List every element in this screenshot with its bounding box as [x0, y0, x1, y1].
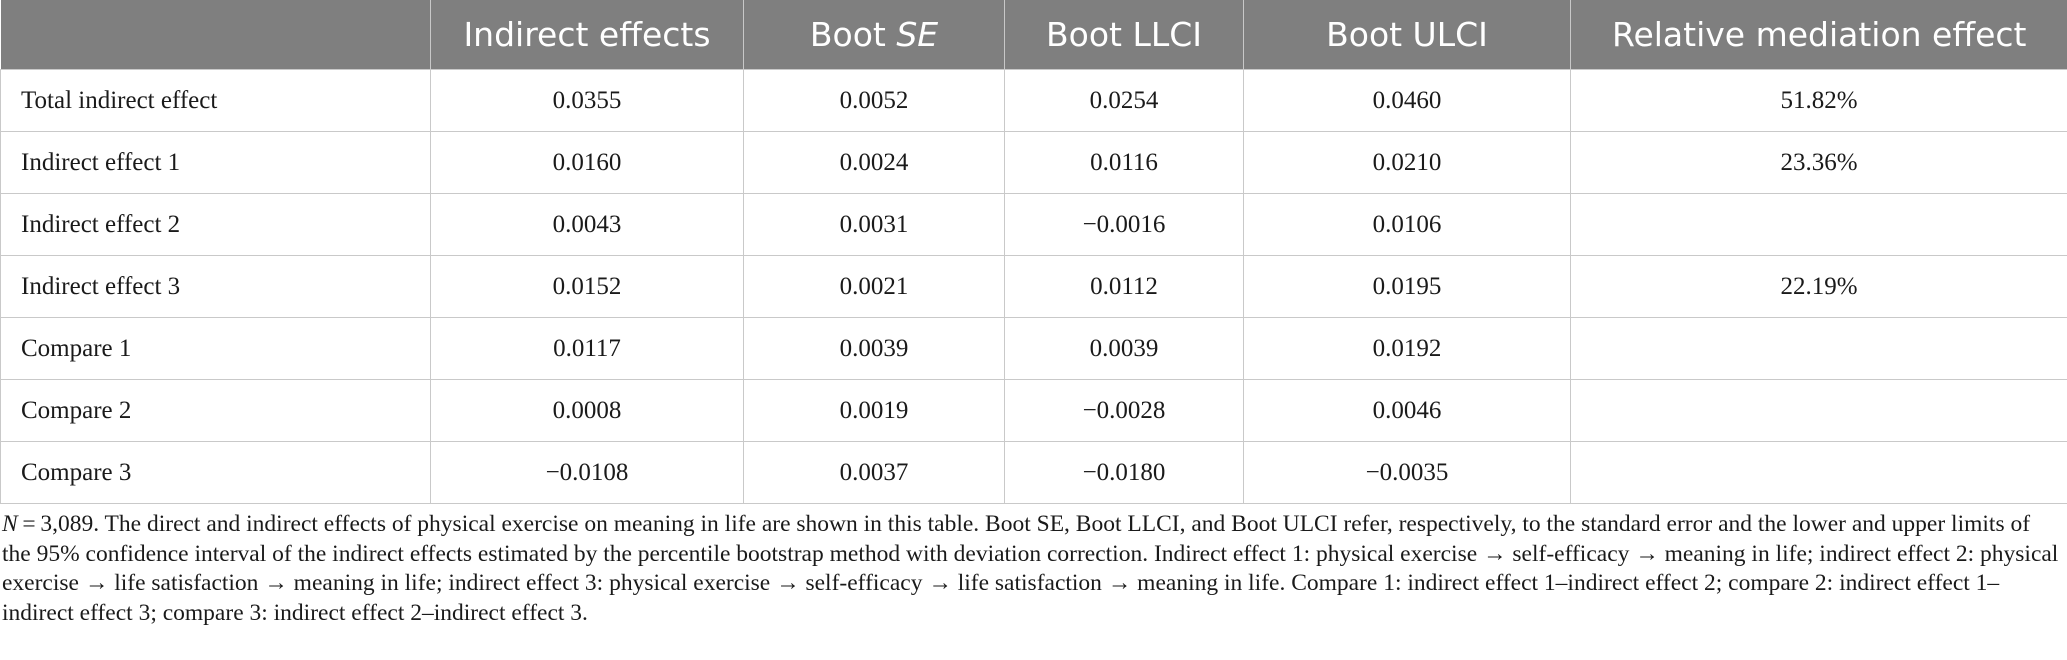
header-boot-llci: Boot LLCI	[1004, 0, 1244, 70]
row-label: Compare 3	[0, 441, 431, 504]
header-boot-ulci: Boot ULCI	[1243, 0, 1571, 70]
table-row: Indirect effect 2 0.0043 0.0031 −0.0016 …	[0, 193, 2067, 256]
cell-boot-se: 0.0052	[743, 69, 1005, 132]
cell-indirect-effect: 0.0043	[430, 193, 744, 256]
row-label: Compare 2	[0, 379, 431, 442]
cell-boot-se: 0.0039	[743, 317, 1005, 380]
cell-relative-mediation: 51.82%	[1570, 69, 2067, 132]
row-label: Indirect effect 1	[0, 131, 431, 194]
table-row: Compare 2 0.0008 0.0019 −0.0028 0.0046	[0, 379, 2067, 442]
cell-indirect-effect: 0.0117	[430, 317, 744, 380]
cell-boot-se: 0.0024	[743, 131, 1005, 194]
table-row: Indirect effect 3 0.0152 0.0021 0.0112 0…	[0, 255, 2067, 318]
header-boot-se-italic: SE	[896, 15, 939, 54]
cell-boot-llci: −0.0016	[1004, 193, 1244, 256]
cell-relative-mediation	[1570, 193, 2067, 256]
row-label: Indirect effect 3	[0, 255, 431, 318]
header-indirect-effects: Indirect effects	[430, 0, 744, 70]
cell-boot-ulci: 0.0210	[1243, 131, 1571, 194]
cell-boot-se: 0.0019	[743, 379, 1005, 442]
mediation-effects-table: Indirect effects Boot SE Boot LLCI Boot …	[0, 0, 2067, 504]
cell-boot-llci: 0.0039	[1004, 317, 1244, 380]
cell-boot-llci: −0.0180	[1004, 441, 1244, 504]
header-boot-se-prefix: Boot	[809, 15, 897, 54]
cell-indirect-effect: 0.0160	[430, 131, 744, 194]
cell-boot-se: 0.0037	[743, 441, 1005, 504]
header-boot-se: Boot SE	[743, 0, 1005, 70]
row-label: Compare 1	[0, 317, 431, 380]
cell-boot-ulci: −0.0035	[1243, 441, 1571, 504]
cell-relative-mediation: 23.36%	[1570, 131, 2067, 194]
row-label: Total indirect effect	[0, 69, 431, 132]
cell-relative-mediation	[1570, 317, 2067, 380]
row-label: Indirect effect 2	[0, 193, 431, 256]
cell-boot-ulci: 0.0106	[1243, 193, 1571, 256]
cell-boot-se: 0.0031	[743, 193, 1005, 256]
cell-relative-mediation: 22.19%	[1570, 255, 2067, 318]
cell-indirect-effect: 0.0008	[430, 379, 744, 442]
table-header-row: Indirect effects Boot SE Boot LLCI Boot …	[0, 0, 2067, 70]
cell-boot-ulci: 0.0192	[1243, 317, 1571, 380]
cell-indirect-effect: 0.0355	[430, 69, 744, 132]
cell-boot-llci: 0.0112	[1004, 255, 1244, 318]
table-footnote: N = 3,089. The direct and indirect effec…	[0, 504, 2067, 628]
table-row: Compare 1 0.0117 0.0039 0.0039 0.0192	[0, 317, 2067, 380]
footnote-text: = 3,089. The direct and indirect effects…	[2, 511, 2059, 626]
cell-indirect-effect: −0.0108	[430, 441, 744, 504]
table-row: Indirect effect 1 0.0160 0.0024 0.0116 0…	[0, 131, 2067, 194]
cell-indirect-effect: 0.0152	[430, 255, 744, 318]
cell-relative-mediation	[1570, 379, 2067, 442]
cell-relative-mediation	[1570, 441, 2067, 504]
cell-boot-llci: −0.0028	[1004, 379, 1244, 442]
header-cell-empty	[0, 0, 431, 70]
cell-boot-llci: 0.0116	[1004, 131, 1244, 194]
table-row: Total indirect effect 0.0355 0.0052 0.02…	[0, 69, 2067, 132]
footnote-n-symbol: N	[2, 511, 18, 537]
mediation-table-container: Indirect effects Boot SE Boot LLCI Boot …	[0, 0, 2067, 628]
cell-boot-ulci: 0.0460	[1243, 69, 1571, 132]
cell-boot-llci: 0.0254	[1004, 69, 1244, 132]
table-row: Compare 3 −0.0108 0.0037 −0.0180 −0.0035	[0, 441, 2067, 504]
cell-boot-ulci: 0.0195	[1243, 255, 1571, 318]
cell-boot-se: 0.0021	[743, 255, 1005, 318]
cell-boot-ulci: 0.0046	[1243, 379, 1571, 442]
header-relative-mediation-effect: Relative mediation effect	[1570, 0, 2067, 70]
